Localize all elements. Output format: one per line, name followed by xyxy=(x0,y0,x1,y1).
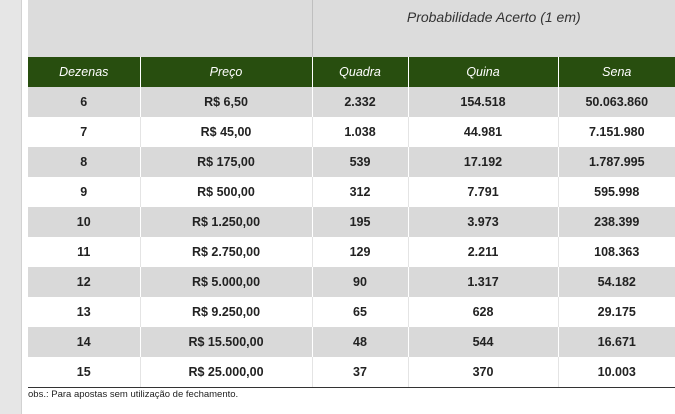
cell-quadra: 2.332 xyxy=(312,87,409,117)
cell-quadra: 90 xyxy=(312,267,409,297)
table-row: 15 R$ 25.000,00 37 370 10.003 xyxy=(28,357,675,388)
cell-sena: 10.003 xyxy=(558,357,675,388)
group-header-row: Probabilidade Acerto (1 em) xyxy=(28,0,675,57)
cell-sena: 29.175 xyxy=(558,297,675,327)
footnote: obs.: Para apostas sem utilização de fec… xyxy=(28,389,239,400)
cell-preco: R$ 25.000,00 xyxy=(140,357,313,388)
cell-dezenas: 13 xyxy=(28,297,141,327)
cell-dezenas: 15 xyxy=(28,357,141,388)
column-header-row: Dezenas Preço Quadra Quina Sena xyxy=(28,57,675,87)
cell-quina: 154.518 xyxy=(408,87,559,117)
cell-sena: 595.998 xyxy=(558,177,675,207)
cell-dezenas: 8 xyxy=(28,147,141,177)
table-row: 14 R$ 15.500,00 48 544 16.671 xyxy=(28,327,675,357)
cell-quina: 2.211 xyxy=(408,237,559,267)
cell-quadra: 48 xyxy=(312,327,409,357)
table-row: 12 R$ 5.000,00 90 1.317 54.182 xyxy=(28,267,675,297)
column-header-dezenas: Dezenas xyxy=(28,57,141,87)
cell-sena: 108.363 xyxy=(558,237,675,267)
cell-dezenas: 6 xyxy=(28,87,141,117)
table-row: 6 R$ 6,50 2.332 154.518 50.063.860 xyxy=(28,87,675,117)
cell-dezenas: 7 xyxy=(28,117,141,147)
table-row: 7 R$ 45,00 1.038 44.981 7.151.980 xyxy=(28,117,675,147)
cell-quina: 1.317 xyxy=(408,267,559,297)
cell-sena: 16.671 xyxy=(558,327,675,357)
cell-quadra: 539 xyxy=(312,147,409,177)
cell-sena: 7.151.980 xyxy=(558,117,675,147)
cell-quadra: 129 xyxy=(312,237,409,267)
column-header-sena: Sena xyxy=(558,57,675,87)
cell-preco: R$ 1.250,00 xyxy=(140,207,313,237)
cell-preco: R$ 175,00 xyxy=(140,147,313,177)
cell-quadra: 65 xyxy=(312,297,409,327)
cell-quina: 17.192 xyxy=(408,147,559,177)
column-header-quadra: Quadra xyxy=(312,57,409,87)
column-header-quina: Quina xyxy=(408,57,559,87)
cell-quadra: 312 xyxy=(312,177,409,207)
cell-quadra: 195 xyxy=(312,207,409,237)
table-body: 6 R$ 6,50 2.332 154.518 50.063.860 7 R$ 45,00 1… xyxy=(28,87,675,388)
cell-preco: R$ 2.750,00 xyxy=(140,237,313,267)
cell-sena: 50.063.860 xyxy=(558,87,675,117)
probability-group-header: Probabilidade Acerto (1 em) xyxy=(312,0,675,57)
cell-quina: 544 xyxy=(408,327,559,357)
cell-preco: R$ 9.250,00 xyxy=(140,297,313,327)
table-row: 9 R$ 500,00 312 7.791 595.998 xyxy=(28,177,675,207)
cell-preco: R$ 5.000,00 xyxy=(140,267,313,297)
cell-quina: 3.973 xyxy=(408,207,559,237)
cell-dezenas: 10 xyxy=(28,207,141,237)
cell-quina: 44.981 xyxy=(408,117,559,147)
table-row: 11 R$ 2.750,00 129 2.211 108.363 xyxy=(28,237,675,267)
probability-table: Probabilidade Acerto (1 em) Dezenas Preç… xyxy=(28,0,675,388)
probability-table-container: Probabilidade Acerto (1 em) Dezenas Preç… xyxy=(28,0,675,388)
cell-preco: R$ 500,00 xyxy=(140,177,313,207)
cell-preco: R$ 6,50 xyxy=(140,87,313,117)
table-row: 10 R$ 1.250,00 195 3.973 238.399 xyxy=(28,207,675,237)
cell-sena: 238.399 xyxy=(558,207,675,237)
cell-dezenas: 11 xyxy=(28,237,141,267)
cell-quina: 628 xyxy=(408,297,559,327)
group-header-empty xyxy=(28,0,313,57)
cell-dezenas: 9 xyxy=(28,177,141,207)
cell-quadra: 37 xyxy=(312,357,409,388)
cell-quina: 370 xyxy=(408,357,559,388)
table-row: 8 R$ 175,00 539 17.192 1.787.995 xyxy=(28,147,675,177)
cell-sena: 54.182 xyxy=(558,267,675,297)
cell-preco: R$ 15.500,00 xyxy=(140,327,313,357)
cell-quadra: 1.038 xyxy=(312,117,409,147)
cell-sena: 1.787.995 xyxy=(558,147,675,177)
cell-dezenas: 12 xyxy=(28,267,141,297)
page-left-strip xyxy=(0,0,22,414)
cell-quina: 7.791 xyxy=(408,177,559,207)
cell-preco: R$ 45,00 xyxy=(140,117,313,147)
cell-dezenas: 14 xyxy=(28,327,141,357)
table-row: 13 R$ 9.250,00 65 628 29.175 xyxy=(28,297,675,327)
column-header-preco: Preço xyxy=(140,57,313,87)
